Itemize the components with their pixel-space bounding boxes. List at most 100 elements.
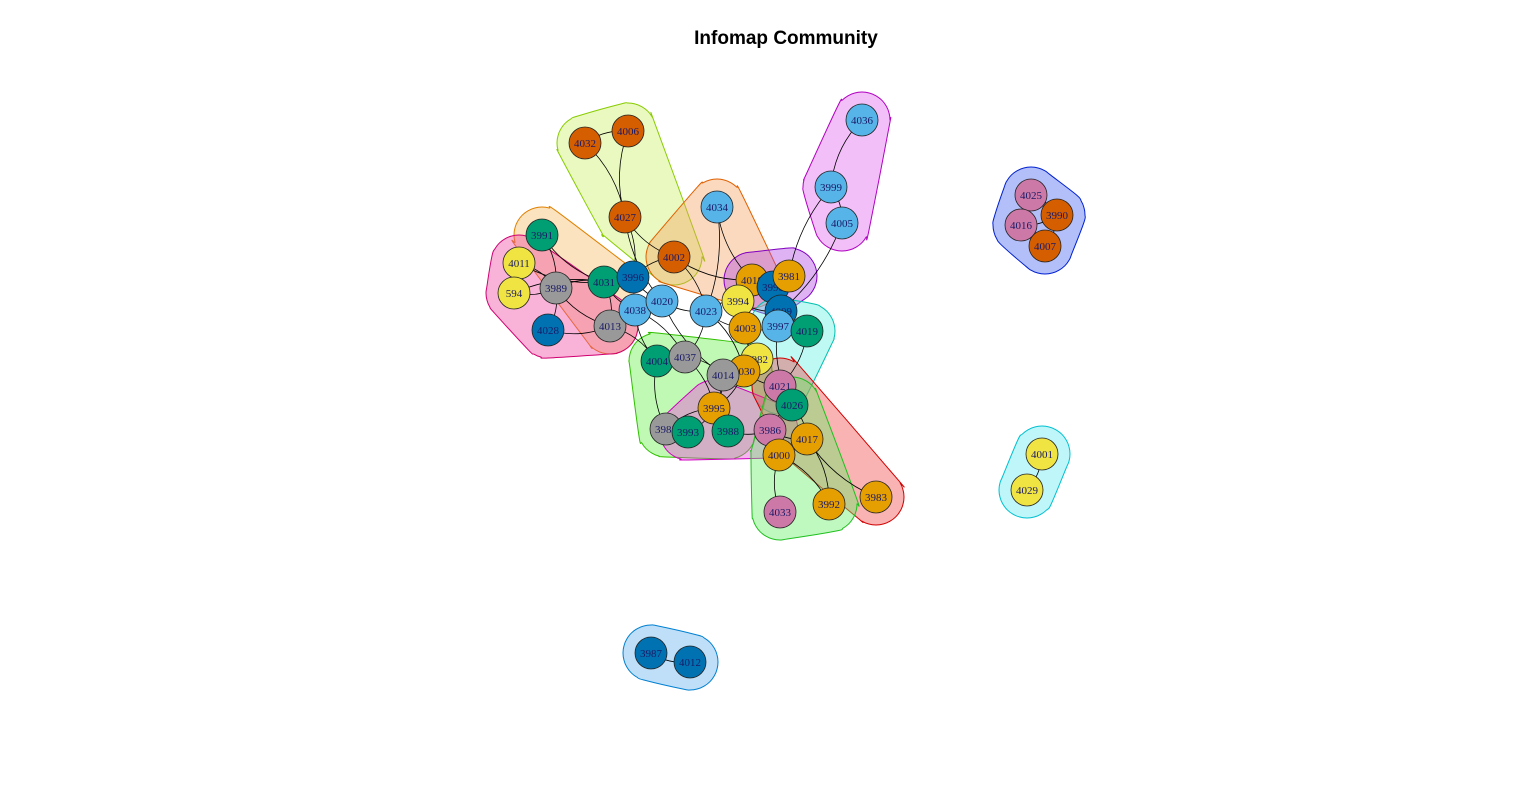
node-4006: 4006 bbox=[611, 114, 645, 148]
node-circle bbox=[772, 259, 806, 293]
node-3989: 3989 bbox=[539, 271, 573, 305]
node-label: 4001 bbox=[1031, 449, 1053, 461]
node-3996: 3996 bbox=[616, 260, 650, 294]
node-3993: 3993 bbox=[671, 415, 705, 449]
node-circle bbox=[790, 314, 824, 348]
node-4038: 4038 bbox=[618, 293, 652, 327]
node-4004: 4004 bbox=[640, 344, 674, 378]
node-circle bbox=[657, 240, 691, 274]
node-circle bbox=[608, 200, 642, 234]
node-label: 4037 bbox=[674, 352, 697, 364]
node-label: 3990 bbox=[1046, 210, 1069, 222]
node-4017: 4017 bbox=[790, 422, 824, 456]
node-circle bbox=[1004, 208, 1038, 242]
node-3997: 3997 bbox=[761, 309, 795, 343]
node-4002: 4002 bbox=[657, 240, 691, 274]
node-label: 3999 bbox=[820, 182, 843, 194]
node-label: 3992 bbox=[818, 499, 840, 511]
node-label: 3995 bbox=[703, 403, 726, 415]
node-label: 3993 bbox=[677, 427, 700, 439]
node-label: 4027 bbox=[614, 212, 637, 224]
node-4029: 4029 bbox=[1010, 473, 1044, 507]
node-circle bbox=[859, 480, 893, 514]
node-label: 4007 bbox=[1034, 241, 1057, 253]
node-label: 4023 bbox=[695, 306, 718, 318]
node-4003: 4003 bbox=[728, 311, 762, 345]
node-layer: 4032 4006 4036 3999 4005 4034 4027 3991 4002 4011… bbox=[497, 103, 1074, 679]
node-circle bbox=[1040, 198, 1074, 232]
node-4032: 4032 bbox=[568, 126, 602, 160]
node-4005: 4005 bbox=[825, 206, 859, 240]
node-3990: 3990 bbox=[1040, 198, 1074, 232]
node-label: 4017 bbox=[796, 434, 819, 446]
node-4016: 4016 bbox=[1004, 208, 1038, 242]
node-label: 594 bbox=[506, 288, 523, 300]
node-circle bbox=[611, 114, 645, 148]
node-4000: 4000 bbox=[762, 438, 796, 472]
node-label: 4031 bbox=[593, 277, 615, 289]
node-circle bbox=[673, 645, 707, 679]
node-label: 4014 bbox=[712, 370, 735, 382]
node-circle bbox=[763, 495, 797, 529]
node-label: 4013 bbox=[599, 321, 622, 333]
node-label: 3981 bbox=[778, 271, 800, 283]
node-circle bbox=[531, 313, 565, 347]
node-3988: 3988 bbox=[711, 414, 745, 448]
node-4025: 4025 bbox=[1014, 178, 1048, 212]
node-594: 594 bbox=[497, 276, 531, 310]
node-4001: 4001 bbox=[1025, 437, 1059, 471]
node-3999: 3999 bbox=[814, 170, 848, 204]
node-circle bbox=[1028, 229, 1062, 263]
node-4036: 4036 bbox=[845, 103, 879, 137]
node-circle bbox=[593, 309, 627, 343]
node-label: 3987 bbox=[640, 648, 663, 660]
node-circle bbox=[845, 103, 879, 137]
node-label: 4034 bbox=[706, 202, 729, 214]
node-label: 4002 bbox=[663, 252, 685, 264]
node-circle bbox=[775, 388, 809, 422]
node-circle bbox=[700, 190, 734, 224]
node-label: 4006 bbox=[617, 126, 640, 138]
node-circle bbox=[671, 415, 705, 449]
node-3981: 3981 bbox=[772, 259, 806, 293]
node-3987: 3987 bbox=[634, 636, 668, 670]
node-4027: 4027 bbox=[608, 200, 642, 234]
node-label: 4038 bbox=[624, 305, 647, 317]
node-4007: 4007 bbox=[1028, 229, 1062, 263]
node-label: 4003 bbox=[734, 323, 757, 335]
node-label: 3991 bbox=[531, 230, 553, 242]
node-circle bbox=[668, 340, 702, 374]
node-label: 3996 bbox=[622, 272, 645, 284]
node-label: 3997 bbox=[767, 321, 790, 333]
node-4019: 4019 bbox=[790, 314, 824, 348]
node-label: 4028 bbox=[537, 325, 560, 337]
node-circle bbox=[825, 206, 859, 240]
node-3986: 3986 bbox=[753, 413, 787, 447]
node-label: 4020 bbox=[651, 296, 674, 308]
node-circle bbox=[645, 284, 679, 318]
node-label: 4000 bbox=[768, 450, 791, 462]
node-circle bbox=[790, 422, 824, 456]
node-label: 3994 bbox=[727, 296, 750, 308]
node-label: 4005 bbox=[831, 218, 854, 230]
node-circle bbox=[568, 126, 602, 160]
node-4013: 4013 bbox=[593, 309, 627, 343]
node-label: 4012 bbox=[679, 657, 701, 669]
node-4034: 4034 bbox=[700, 190, 734, 224]
node-circle bbox=[706, 358, 740, 392]
node-4011: 4011 bbox=[502, 246, 536, 280]
node-circle bbox=[539, 271, 573, 305]
node-circle bbox=[616, 260, 650, 294]
node-circle bbox=[497, 276, 531, 310]
node-circle bbox=[711, 414, 745, 448]
node-4033: 4033 bbox=[763, 495, 797, 529]
node-4023: 4023 bbox=[689, 294, 723, 328]
node-4028: 4028 bbox=[531, 313, 565, 347]
node-circle bbox=[525, 218, 559, 252]
node-3983: 3983 bbox=[859, 480, 893, 514]
node-circle bbox=[728, 311, 762, 345]
node-4037: 4037 bbox=[668, 340, 702, 374]
node-3991: 3991 bbox=[525, 218, 559, 252]
node-4026: 4026 bbox=[775, 388, 809, 422]
node-circle bbox=[762, 438, 796, 472]
